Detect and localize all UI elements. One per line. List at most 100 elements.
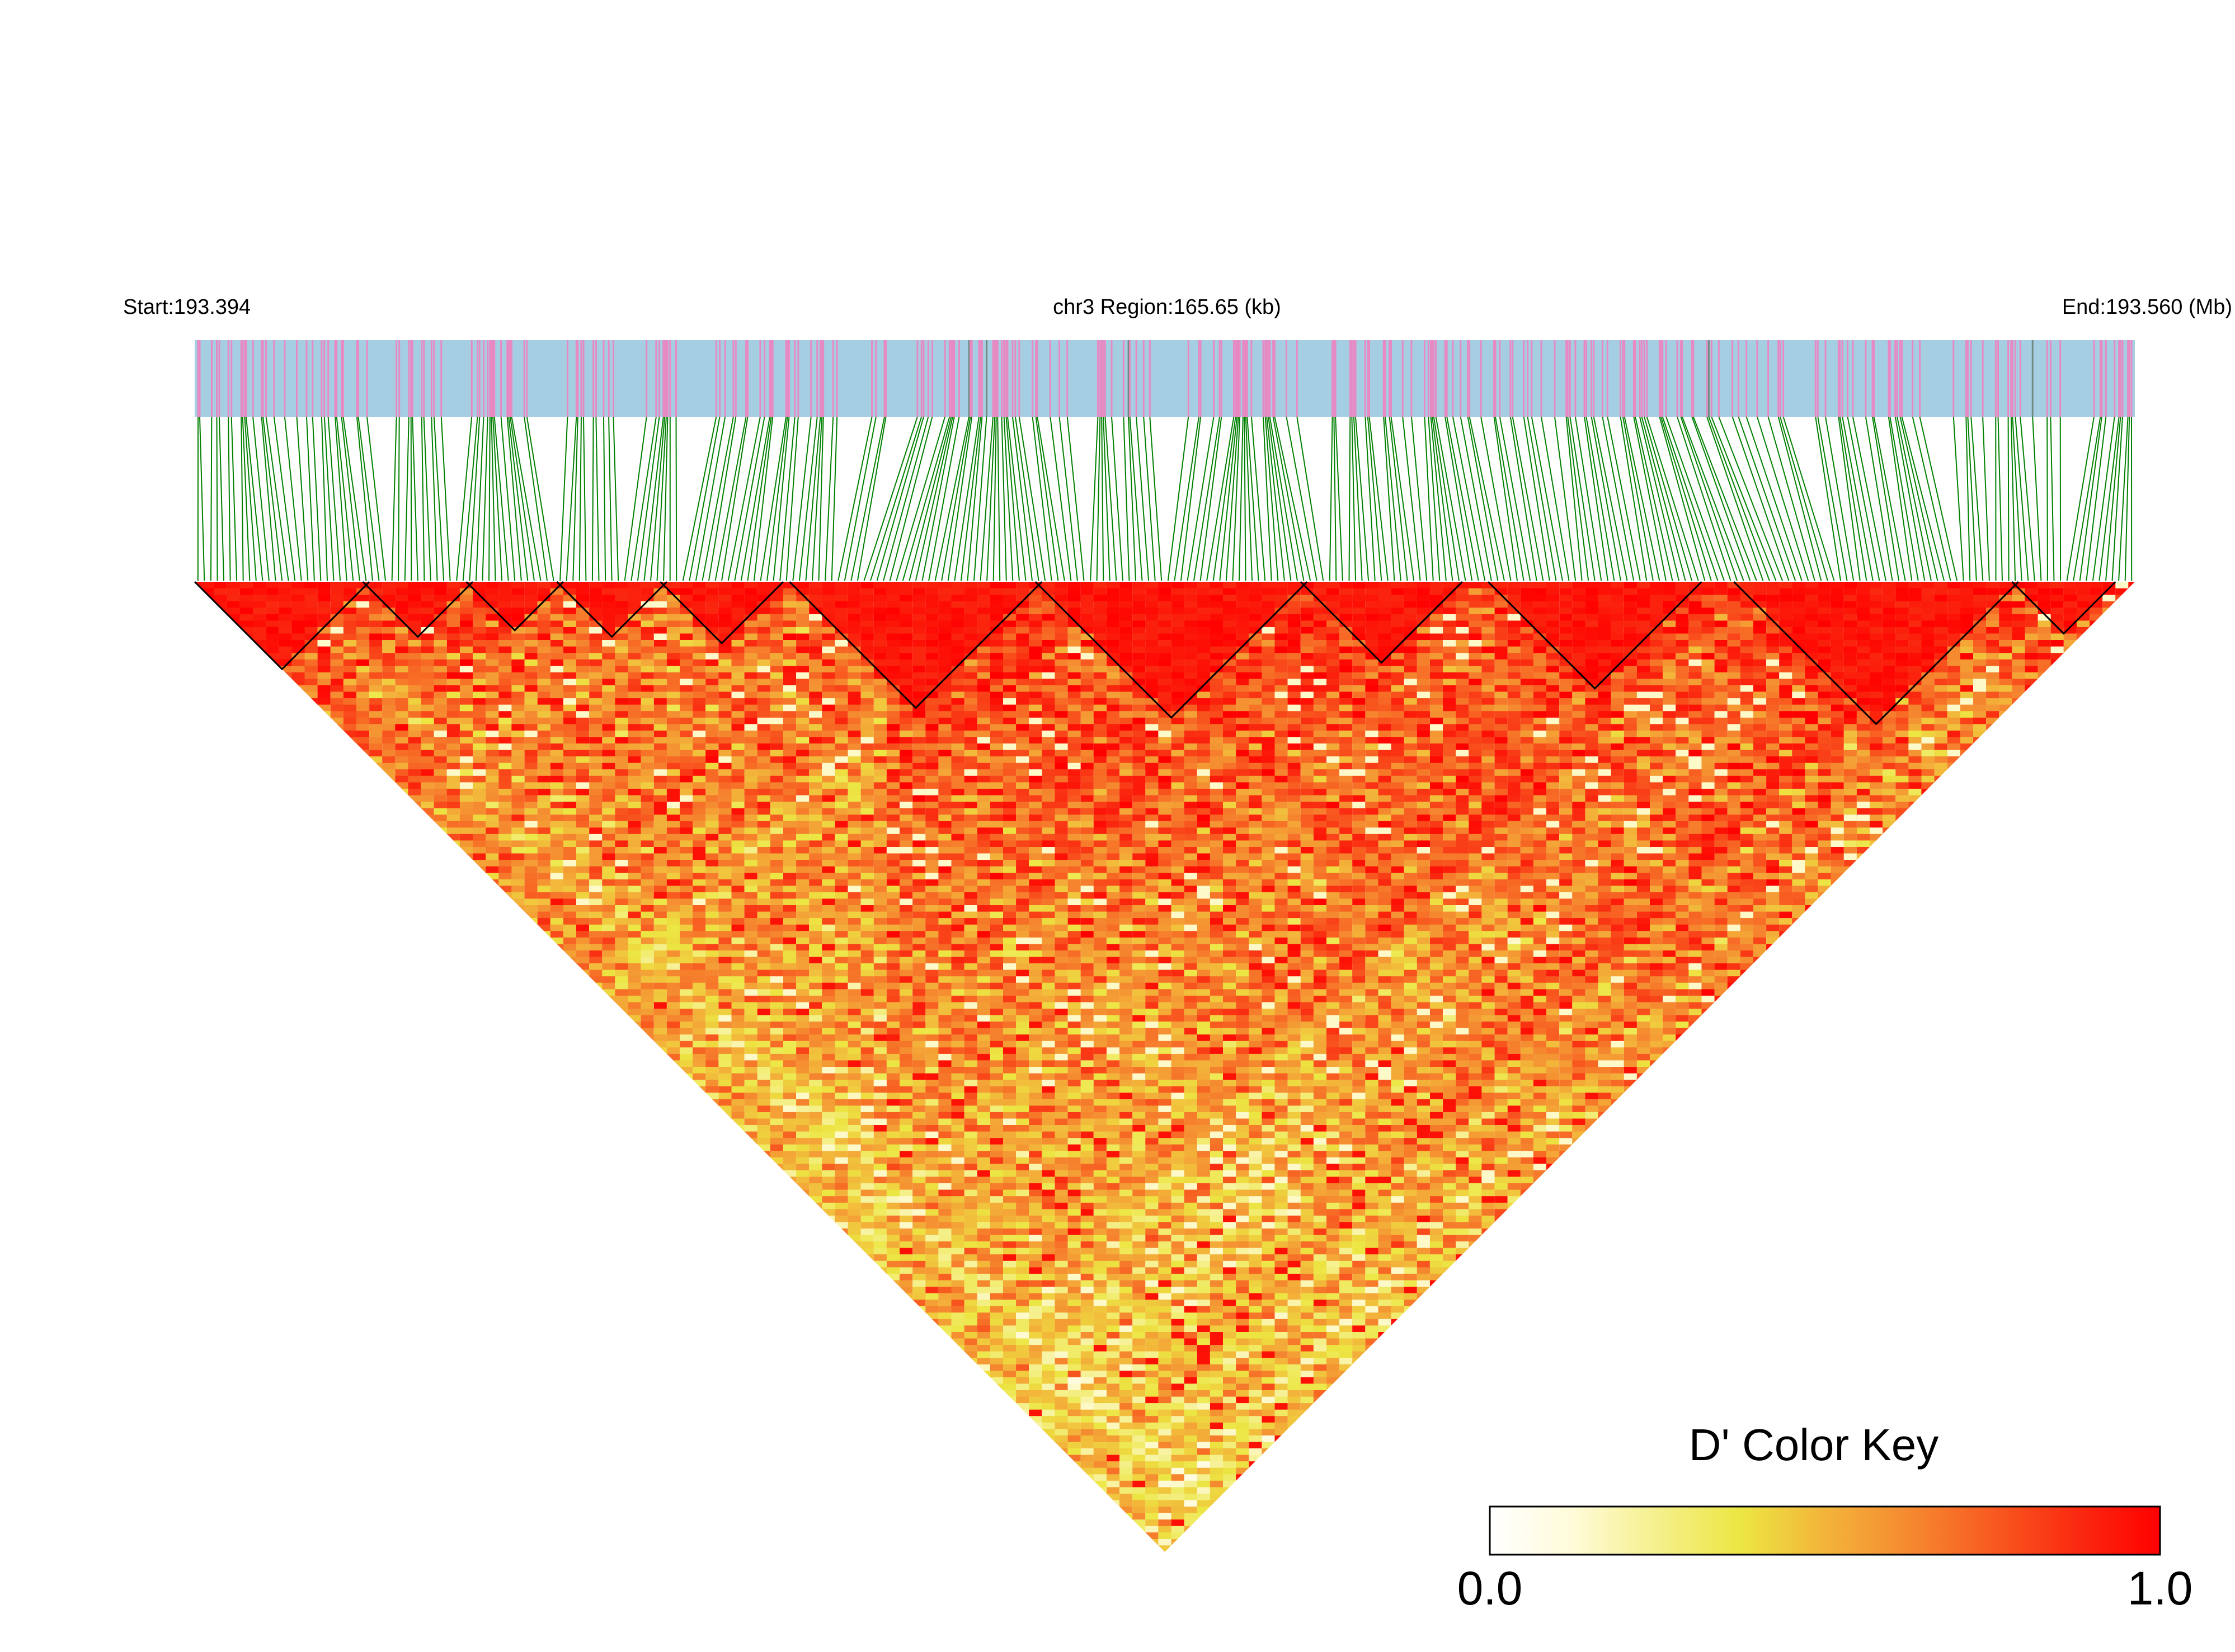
snp-mark [603, 340, 605, 417]
snp-mark [511, 340, 512, 417]
snp-mark [1499, 340, 1501, 417]
snp-mark [769, 340, 771, 417]
snp-mark [1554, 340, 1556, 417]
ld-cell [1229, 1549, 1236, 1552]
snp-mark [296, 340, 298, 417]
ld-cell [1333, 1413, 1340, 1420]
ld-cell [1203, 1516, 1210, 1523]
ld-cell [1371, 1529, 1378, 1537]
snp-mark [724, 340, 726, 417]
snp-connector [1460, 416, 1492, 581]
snp-connector [1644, 416, 1693, 581]
snp-connector [398, 416, 400, 581]
ld-cell [1307, 1523, 1314, 1530]
snp-mark [608, 340, 610, 417]
snp-connector [2007, 416, 2010, 581]
snp-connector [1901, 416, 1945, 581]
snp-mark [916, 340, 919, 417]
ld-cell [1345, 1529, 1353, 1537]
snp-mark [1296, 340, 1298, 417]
snp-connector [1838, 416, 1861, 581]
snp-mark [1865, 340, 1867, 417]
snp-connector [1509, 416, 1537, 581]
snp-connector [210, 416, 213, 581]
ld-cell [1294, 1471, 1301, 1479]
ld-cell [1294, 1451, 1301, 1459]
snp-connector [967, 416, 983, 581]
snp-connector [456, 416, 473, 581]
snp-mark [735, 340, 737, 417]
ld-cell [1255, 1484, 1262, 1491]
ld-cell [1191, 1536, 1197, 1543]
snp-connector [1718, 416, 1783, 581]
ld-cell [1371, 1354, 1378, 1362]
ld-cell [1242, 1477, 1249, 1485]
ld-cell [1333, 1529, 1340, 1537]
ld-cell [1242, 1529, 1249, 1537]
snp-mark [1817, 340, 1819, 417]
ld-cell [1242, 1549, 1249, 1552]
snp-mark [1480, 340, 1482, 417]
ld-cell [1333, 1425, 1340, 1433]
snp-mark [1658, 340, 1660, 417]
snp-connector [682, 416, 717, 581]
ld-cell [1371, 1509, 1378, 1517]
ld-cell [1294, 1458, 1301, 1465]
snp-mark [719, 340, 721, 417]
snp-mark [1129, 340, 1131, 417]
snp-mark [732, 340, 735, 417]
ld-cell [1307, 1516, 1314, 1523]
snp-mark [1919, 340, 1921, 417]
snp-connector [1268, 416, 1292, 581]
ld-cell [1268, 1490, 1275, 1498]
snp-mark [411, 340, 413, 417]
snp-mark [1824, 340, 1827, 417]
snp-mark [1036, 340, 1038, 417]
ld-cell [1294, 1536, 1301, 1543]
ld-cell [1294, 1464, 1301, 1472]
snp-mark [1142, 340, 1145, 417]
ld-cell [1320, 1425, 1326, 1433]
snp-mark [2099, 340, 2101, 417]
snp-connector [1646, 416, 1699, 581]
ld-cell [1345, 1445, 1353, 1452]
snp-mark [1665, 340, 1667, 417]
ld-cell [1371, 1496, 1378, 1504]
snp-mark [995, 340, 997, 417]
snp-mark [334, 340, 336, 417]
snp-connector [643, 416, 664, 581]
snp-mark [1634, 340, 1636, 417]
snp-mark [199, 340, 201, 417]
snp-connector [1050, 416, 1072, 581]
snp-mark [1779, 340, 1781, 417]
ld-cell [1358, 1387, 1366, 1394]
snp-mark [1005, 340, 1007, 417]
snp-connector [992, 416, 997, 581]
snp-mark [1401, 340, 1404, 417]
snp-connector [1997, 416, 2003, 581]
snp-mark [312, 340, 314, 417]
ld-cell [1358, 1490, 1366, 1498]
snp-mark [1246, 340, 1248, 417]
ld-cell [1216, 1542, 1224, 1550]
ld-cell [1333, 1438, 1340, 1446]
snp-connector [1607, 416, 1641, 581]
snp-mark [819, 340, 821, 417]
snp-mark [245, 340, 247, 417]
ld-cell [1385, 1451, 1391, 1459]
snp-mark [1566, 340, 1569, 417]
snp-connector [708, 416, 737, 581]
snp-mark [1569, 340, 1571, 417]
ld-cell [1333, 1419, 1340, 1427]
snp-mark [785, 340, 787, 417]
ld-cell [1345, 1496, 1353, 1504]
ld-cell [1320, 1419, 1326, 1427]
snp-connector [773, 416, 790, 581]
snp-connector [1250, 416, 1266, 581]
ld-cell [1229, 1516, 1236, 1523]
ld-cell [1385, 1438, 1391, 1446]
ld-cell [1333, 1400, 1340, 1407]
ld-cell [1358, 1536, 1366, 1543]
snp-mark [526, 340, 528, 417]
snp-connector [572, 416, 578, 581]
